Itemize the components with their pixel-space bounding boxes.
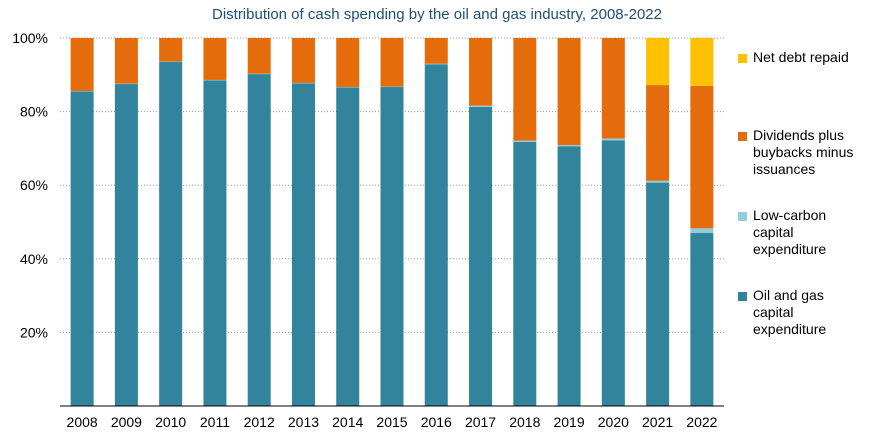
bar-oil-and-gas-capital-expenditure-2022	[690, 233, 714, 406]
bar-dividends-plus-buybacks-minus-issuances-2019	[557, 38, 581, 146]
bar-dividends-plus-buybacks-minus-issuances-2018	[513, 38, 537, 141]
bar-low-carbon-capital-expenditure-2011	[203, 79, 227, 81]
x-tick-labels: 2008 2009 2010 2011 2012 2013 2014 2015 2016 2017…	[67, 414, 718, 430]
bar-low-carbon-capital-expenditure-2022	[690, 228, 714, 234]
x-tick-label-2015: 2015	[376, 414, 407, 430]
legend-label-line: capital	[753, 304, 794, 320]
bar-low-carbon-capital-expenditure-2020	[601, 138, 625, 141]
x-tick-label-2010: 2010	[155, 414, 186, 430]
bar-low-carbon-capital-expenditure-2013	[291, 82, 315, 84]
x-tick-label-2018: 2018	[509, 414, 540, 430]
bar-net-debt-repaid-2021	[646, 38, 670, 86]
bar-oil-and-gas-capital-expenditure-2014	[336, 87, 360, 406]
x-tick-label-2021: 2021	[642, 414, 673, 430]
bar-oil-and-gas-capital-expenditure-2018	[513, 141, 537, 406]
x-tick-label-2022: 2022	[686, 414, 717, 430]
legend-label-line: Dividends plus	[753, 127, 845, 143]
bar-dividends-plus-buybacks-minus-issuances-2015	[380, 38, 404, 87]
bar-low-carbon-capital-expenditure-2012	[247, 73, 271, 75]
bar-low-carbon-capital-expenditure-2010	[159, 61, 183, 63]
bar-dividends-plus-buybacks-minus-issuances-2012	[247, 38, 271, 74]
bars	[70, 38, 714, 407]
legend-label-line: Net debt repaid	[753, 49, 849, 65]
bar-oil-and-gas-capital-expenditure-2010	[159, 61, 183, 407]
legend-label-line: expenditure	[753, 241, 827, 257]
bar-oil-and-gas-capital-expenditure-2019	[557, 146, 581, 406]
bar-low-carbon-capital-expenditure-2018	[513, 140, 537, 142]
bar-dividends-plus-buybacks-minus-issuances-2021	[646, 85, 670, 181]
bar-dividends-plus-buybacks-minus-issuances-2017	[469, 38, 493, 106]
bar-oil-and-gas-capital-expenditure-2012	[247, 74, 271, 407]
x-tick-label-2020: 2020	[598, 414, 629, 430]
legend-label-line: issuances	[753, 161, 816, 177]
bar-oil-and-gas-capital-expenditure-2008	[70, 91, 94, 407]
bar-low-carbon-capital-expenditure-2016	[424, 63, 448, 65]
legend-swatch-oil-gas-capex	[738, 292, 747, 301]
bar-net-debt-repaid-2022	[690, 38, 714, 86]
bar-low-carbon-capital-expenditure-2017	[469, 105, 493, 107]
x-tick-label-2013: 2013	[288, 414, 319, 430]
y-tick-labels: 20% 40% 60% 80% 100%	[12, 30, 48, 340]
bar-dividends-plus-buybacks-minus-issuances-2010	[159, 38, 183, 62]
bar-low-carbon-capital-expenditure-2015	[380, 86, 404, 88]
bar-dividends-plus-buybacks-minus-issuances-2014	[336, 38, 360, 87]
x-tick-label-2016: 2016	[421, 414, 452, 430]
legend-label-line: Low-carbon	[753, 207, 827, 223]
legend-label-line: expenditure	[753, 321, 827, 337]
y-tick-label-20: 20%	[20, 324, 48, 340]
bar-dividends-plus-buybacks-minus-issuances-2022	[690, 85, 714, 229]
chart-title: Distribution of cash spending by the oil…	[211, 6, 662, 23]
bar-oil-and-gas-capital-expenditure-2016	[424, 64, 448, 406]
bar-dividends-plus-buybacks-minus-issuances-2008	[70, 38, 94, 91]
bar-low-carbon-capital-expenditure-2008	[70, 90, 94, 92]
bar-low-carbon-capital-expenditure-2019	[557, 145, 581, 147]
bar-dividends-plus-buybacks-minus-issuances-2020	[601, 38, 625, 139]
legend-swatch-low-carbon-capex	[738, 212, 747, 221]
bar-dividends-plus-buybacks-minus-issuances-2009	[114, 38, 138, 84]
bar-dividends-plus-buybacks-minus-issuances-2011	[203, 38, 227, 80]
legend-swatch-dividends-buybacks	[738, 132, 747, 141]
y-tick-label-80: 80%	[20, 104, 48, 120]
x-tick-label-2017: 2017	[465, 414, 496, 430]
legend-label-line: buybacks minus	[753, 144, 854, 160]
bar-low-carbon-capital-expenditure-2009	[114, 83, 138, 85]
bar-dividends-plus-buybacks-minus-issuances-2016	[424, 38, 448, 64]
legend-swatch-net-debt-repaid	[738, 54, 747, 63]
legend-label-line: Oil and gas	[753, 287, 824, 303]
y-tick-label-60: 60%	[20, 177, 48, 193]
bar-oil-and-gas-capital-expenditure-2021	[646, 182, 670, 406]
bar-dividends-plus-buybacks-minus-issuances-2013	[291, 38, 315, 83]
bar-oil-and-gas-capital-expenditure-2009	[114, 84, 138, 406]
bar-oil-and-gas-capital-expenditure-2020	[601, 140, 625, 406]
y-tick-label-40: 40%	[20, 251, 48, 267]
bar-low-carbon-capital-expenditure-2021	[646, 180, 670, 183]
y-tick-label-100: 100%	[12, 30, 48, 46]
x-tick-label-2014: 2014	[332, 414, 363, 430]
bar-oil-and-gas-capital-expenditure-2017	[469, 106, 493, 406]
x-tick-label-2012: 2012	[244, 414, 275, 430]
bar-oil-and-gas-capital-expenditure-2013	[291, 83, 315, 406]
legend-label-line: capital	[753, 224, 794, 240]
x-tick-label-2019: 2019	[553, 414, 584, 430]
bar-oil-and-gas-capital-expenditure-2011	[203, 80, 227, 406]
bar-low-carbon-capital-expenditure-2014	[336, 86, 360, 88]
x-tick-label-2008: 2008	[67, 414, 98, 430]
x-tick-label-2011: 2011	[200, 414, 230, 430]
x-tick-label-2009: 2009	[111, 414, 142, 430]
bar-oil-and-gas-capital-expenditure-2015	[380, 86, 404, 406]
